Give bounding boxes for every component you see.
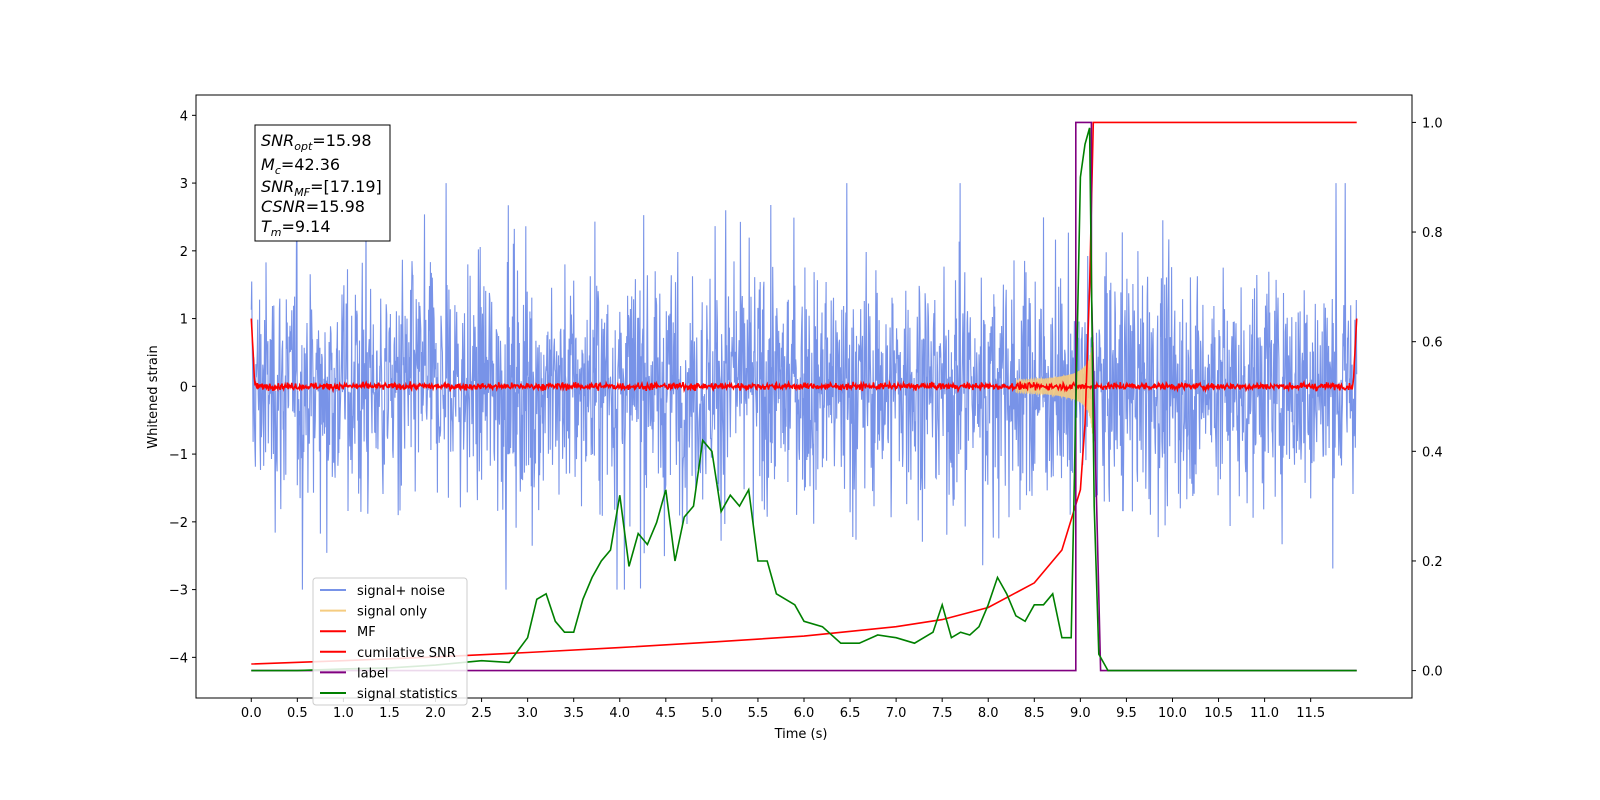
x-tick-label: 9.0 xyxy=(1070,706,1091,721)
x-tick-label: 5.5 xyxy=(748,706,769,721)
x-tick-label: 10.5 xyxy=(1204,706,1233,721)
series-signal-noise xyxy=(250,183,1358,590)
legend-label: label xyxy=(357,666,388,681)
legend-label: signal only xyxy=(357,605,427,620)
x-tick-label: 6.5 xyxy=(840,706,861,721)
series-label xyxy=(251,121,1357,672)
x-tick-label: 8.5 xyxy=(1024,706,1045,721)
legend-label: signal+ noise xyxy=(357,584,445,599)
x-axis: 0.0 0.5 1.0 1.5 2.0 2.5 3.0 3.5 4.0 4.5 5.0 5.5 6.0 6… xyxy=(241,698,1325,721)
series-signal-statistics xyxy=(251,127,1357,672)
series-cumilative-snr xyxy=(251,121,1357,665)
x-tick-label: 11.5 xyxy=(1296,706,1325,721)
x-axis-title: Time (s) xyxy=(774,727,828,742)
info-snr-mf: SNRMF=[17.19] xyxy=(261,177,382,199)
y-tick-label: −4 xyxy=(169,651,188,666)
legend: signal+ noise signal only MF cumilative SNR… xyxy=(312,577,468,706)
x-tick-label: 7.5 xyxy=(932,706,953,721)
legend-label: cumilative SNR xyxy=(357,646,456,661)
y-tick-label: −2 xyxy=(169,516,188,531)
x-tick-label: 9.5 xyxy=(1116,706,1137,721)
x-tick-label: 1.5 xyxy=(379,706,400,721)
series-mf xyxy=(250,318,1358,394)
y-tick-label: 4 xyxy=(180,109,188,124)
x-tick-label: 5.0 xyxy=(702,706,723,721)
legend-label: signal statistics xyxy=(357,687,458,702)
info-merger-time: Tm=9.14 xyxy=(261,217,331,239)
x-tick-label: 4.5 xyxy=(655,706,676,721)
y-tick-label: −1 xyxy=(169,448,188,463)
y2-tick-label: 0.8 xyxy=(1422,226,1443,241)
x-tick-label: 0.0 xyxy=(241,706,262,721)
y2-tick-label: 0.6 xyxy=(1422,336,1443,351)
y-tick-label: −3 xyxy=(169,584,188,599)
x-tick-label: 3.0 xyxy=(517,706,538,721)
legend-frame xyxy=(312,577,468,706)
y2-tick-label: 1.0 xyxy=(1422,116,1443,131)
y-axis-left: 4 3 2 1 0 −1 −2 −3 −4 xyxy=(169,109,196,666)
x-tick-label: 6.0 xyxy=(794,706,815,721)
y-tick-label: 2 xyxy=(180,245,188,260)
x-tick-label: 0.5 xyxy=(287,706,308,721)
x-tick-label: 2.5 xyxy=(471,706,492,721)
x-tick-label: 3.5 xyxy=(563,706,584,721)
x-tick-label: 7.0 xyxy=(886,706,907,721)
y2-tick-label: 0.0 xyxy=(1422,665,1443,680)
x-tick-label: 10.0 xyxy=(1158,706,1187,721)
y2-tick-label: 0.2 xyxy=(1422,555,1443,570)
plot-area xyxy=(250,121,1358,672)
info-snr-opt: SNRopt=15.98 xyxy=(261,131,372,153)
info-chirp-mass: Mc=42.36 xyxy=(261,155,340,177)
y2-tick-label: 0.4 xyxy=(1422,445,1443,460)
y-tick-label: 3 xyxy=(180,177,188,192)
y-tick-label: 0 xyxy=(180,380,188,395)
info-box: SNRopt=15.98 Mc=42.36 SNRMF=[17.19] CSNR… xyxy=(254,124,391,242)
x-tick-label: 2.0 xyxy=(425,706,446,721)
x-tick-label: 11.0 xyxy=(1250,706,1279,721)
x-tick-label: 8.0 xyxy=(978,706,999,721)
y-tick-label: 1 xyxy=(180,313,188,328)
info-csnr: CSNR=15.98 xyxy=(261,197,365,216)
x-tick-label: 4.0 xyxy=(609,706,630,721)
legend-label: MF xyxy=(357,625,376,640)
y-axis-title: Whitened strain xyxy=(146,345,161,448)
y-axis-right: 1.0 0.8 0.6 0.4 0.2 0.0 xyxy=(1412,116,1443,680)
x-tick-label: 1.0 xyxy=(333,706,354,721)
info-box-frame xyxy=(254,124,391,242)
